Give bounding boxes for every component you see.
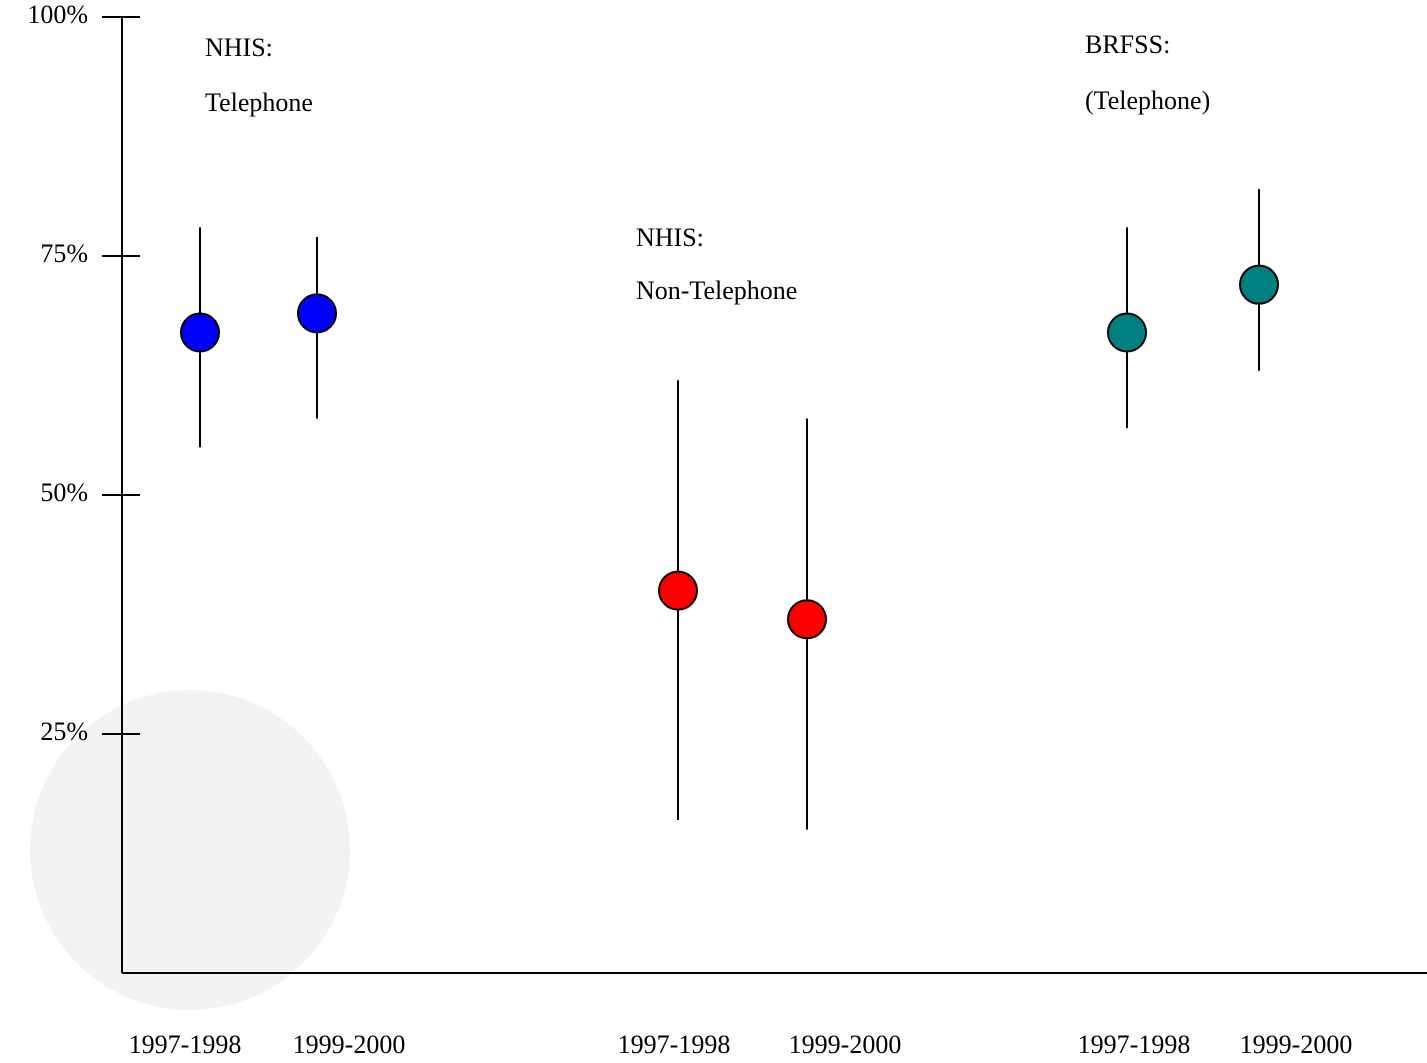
point <box>1107 312 1147 353</box>
x-tick-label: 1999-2000 <box>293 1030 406 1059</box>
x-tick-label: 1999-2000 <box>1240 1030 1353 1059</box>
point <box>180 312 220 353</box>
x-tick-label: 1997-1998 <box>1078 1030 1191 1059</box>
group-label: NHIS: <box>205 33 273 62</box>
group-label: Telephone <box>205 88 313 117</box>
group-label: BRFSS: <box>1085 30 1170 59</box>
x-tick-label: 1997-1998 <box>129 1030 242 1059</box>
point <box>297 293 337 334</box>
group-label: NHIS: <box>636 223 704 252</box>
y-tick-label: 100% <box>27 0 88 29</box>
point <box>658 570 698 611</box>
point <box>1239 264 1279 305</box>
y-tick-label: 75% <box>40 239 88 268</box>
point <box>787 599 827 640</box>
group-label: (Telephone) <box>1085 86 1210 115</box>
group-label: Non-Telephone <box>636 276 797 305</box>
y-tick-label: 50% <box>40 478 88 507</box>
x-tick-label: 1997-1998 <box>618 1030 731 1059</box>
watermark <box>30 690 350 1010</box>
x-tick-label: 1999-2000 <box>789 1030 902 1059</box>
y-tick-label: 25% <box>40 717 88 746</box>
